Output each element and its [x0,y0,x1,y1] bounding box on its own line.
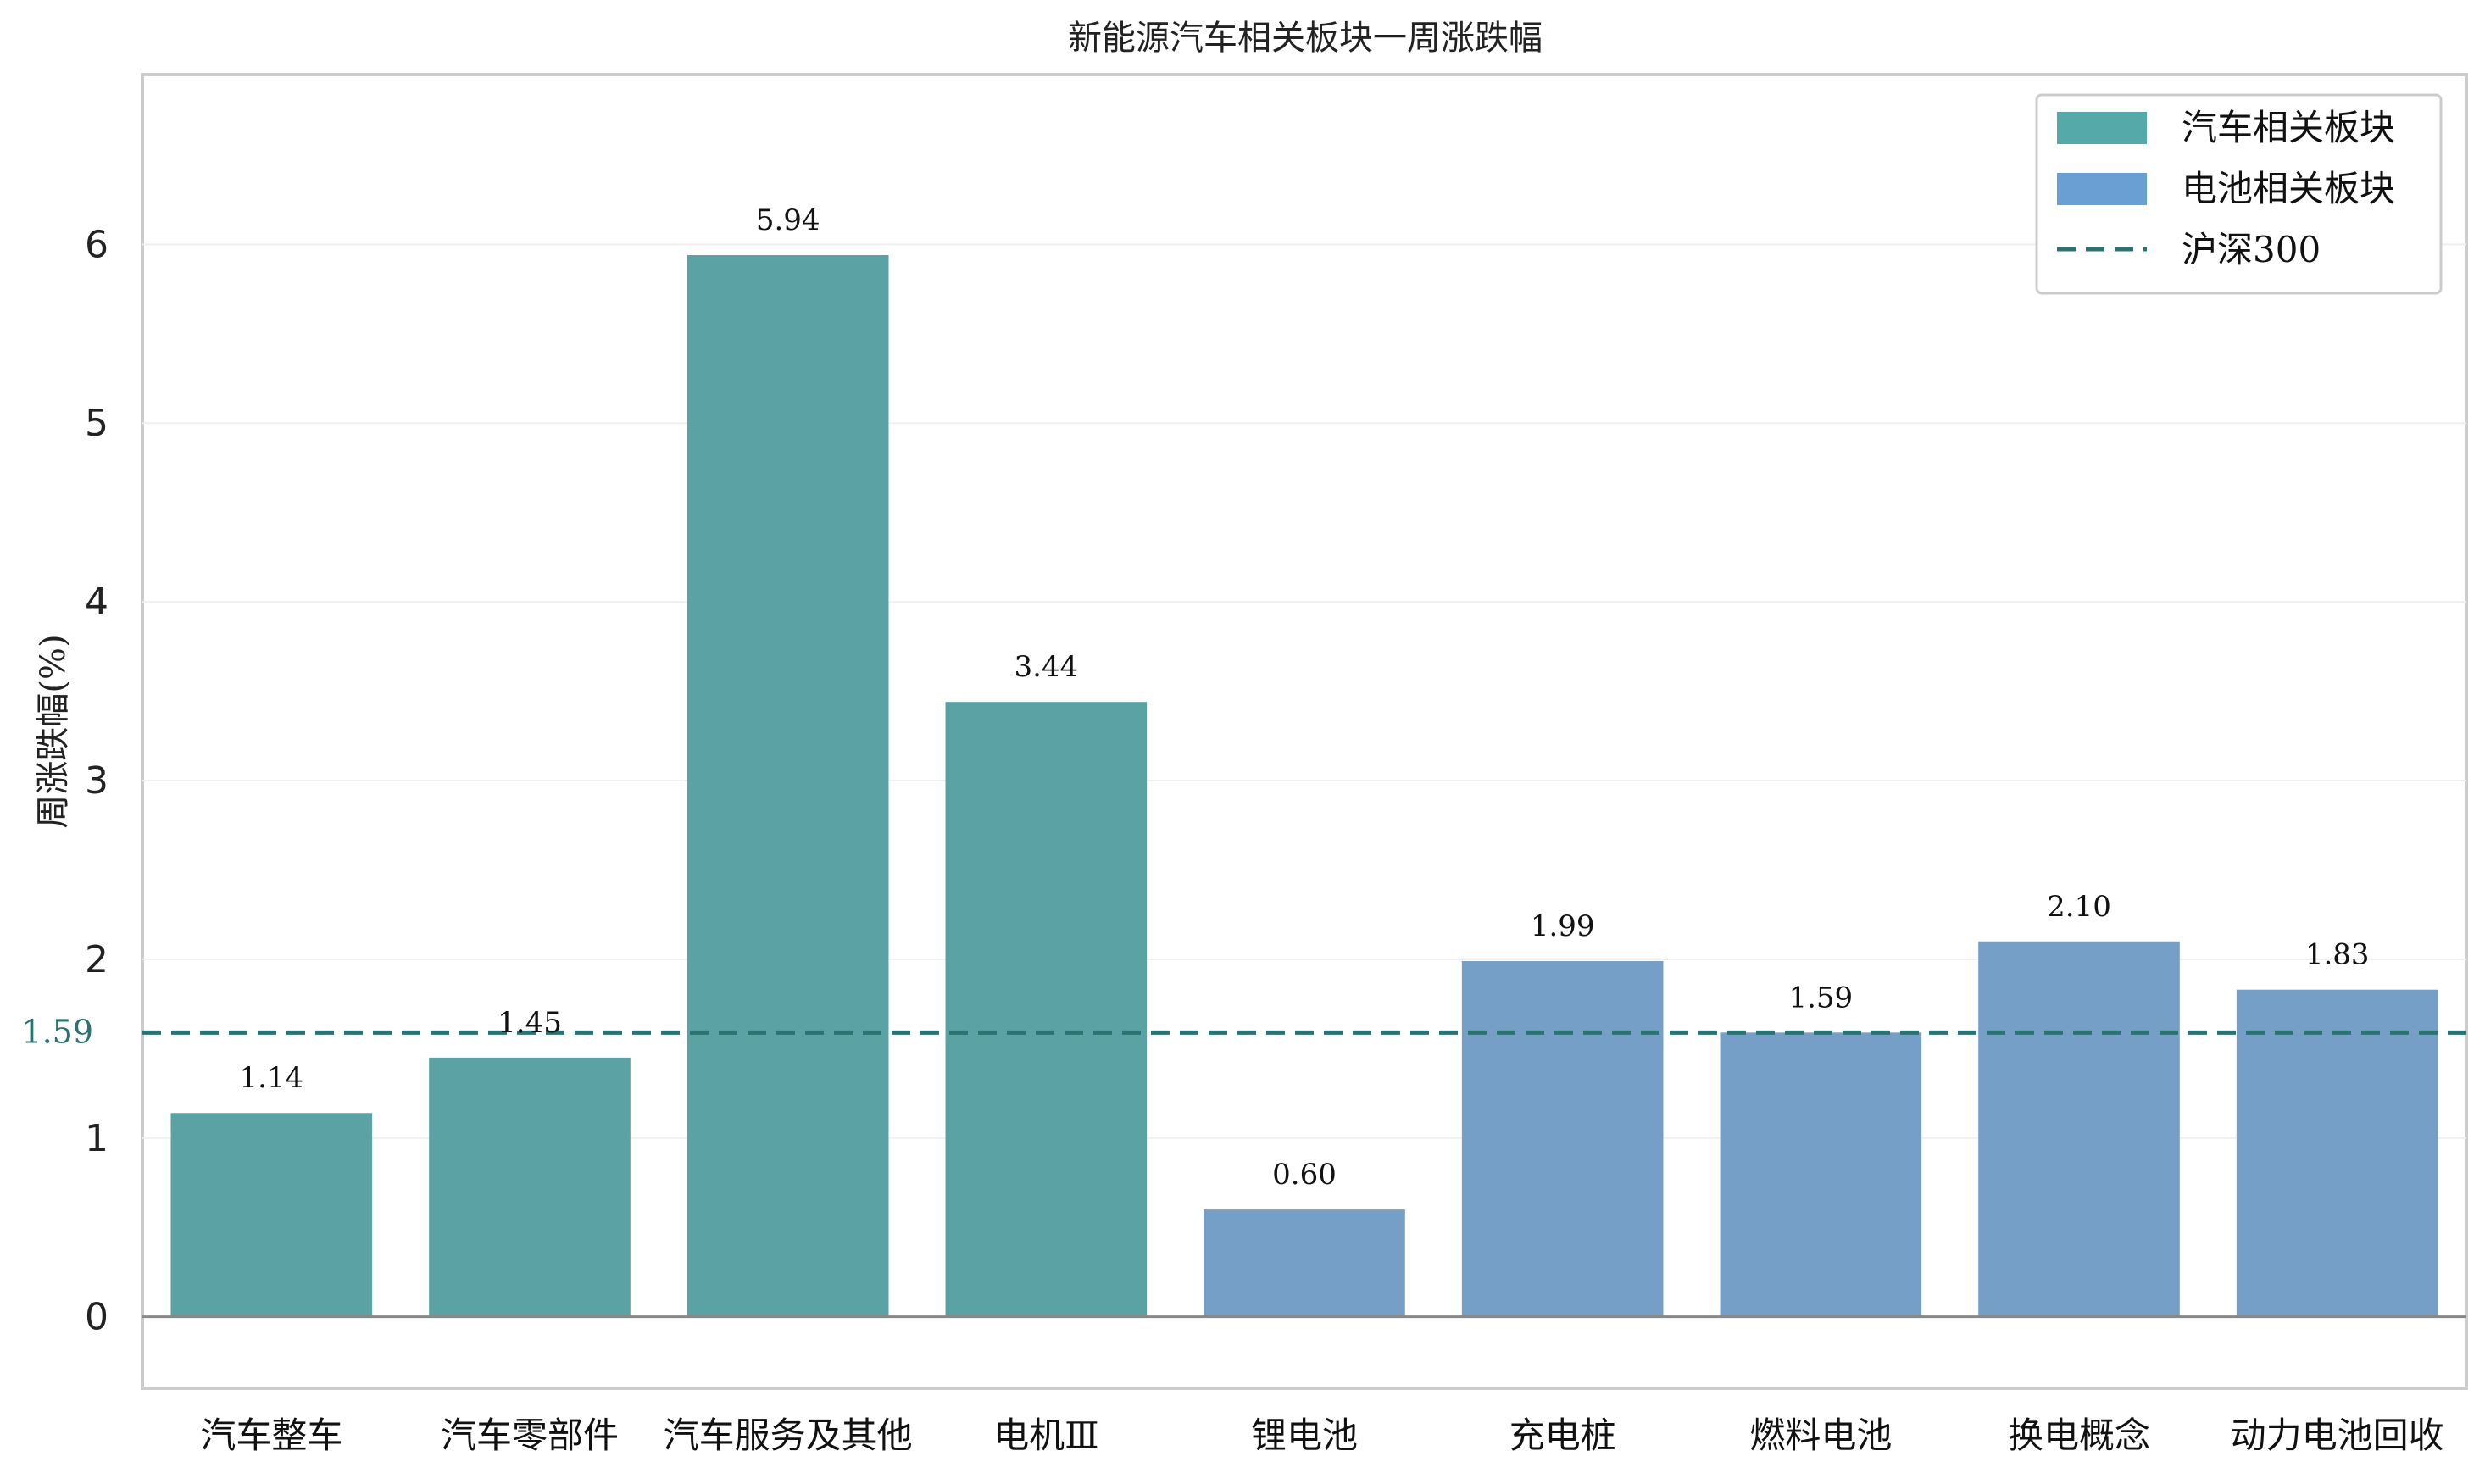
reference-line-group: 1.59 [21,1013,2466,1050]
legend-entry-label: 沪深300 [2182,229,2321,270]
legend-swatch [2057,112,2147,144]
y-tick-label: 5 [85,402,108,445]
y-tick-label: 0 [85,1296,108,1339]
bar-value-label: 0.60 [1272,1158,1337,1192]
bar-value-label: 1.14 [239,1061,303,1095]
bar-value-label: 1.45 [498,1006,562,1040]
legend-swatch [2057,173,2147,205]
y-axis-label: 周涨跌幅(%) [34,634,73,828]
bar-value-label: 1.59 [1788,981,1853,1014]
bar [1461,960,1664,1317]
bar-value-label: 2.10 [2047,890,2111,924]
legend-entry-label: 汽车相关板块 [2182,107,2395,148]
chart-title: 新能源汽车相关板块一周涨跌幅 [1068,19,1543,58]
bar [170,1113,373,1317]
y-tick-label: 1 [85,1117,108,1160]
x-tick-label: 充电桩 [1509,1415,1616,1456]
plot-frame [141,73,2468,1390]
bar-value-label: 1.99 [1531,909,1595,943]
bar [1720,1032,1922,1317]
x-tick-label: 动力电池回收 [2231,1415,2444,1456]
bar-value-label: 3.44 [1014,650,1078,684]
x-tick-label: 电机Ⅲ [993,1415,1099,1456]
x-tick-label: 锂电池 [1251,1415,1358,1456]
y-tick-label: 4 [85,581,108,624]
bar [945,702,1148,1317]
bar [1204,1209,1405,1317]
x-tick-label: 换电概念 [2008,1415,2150,1456]
reference-line-label: 1.59 [21,1013,93,1050]
legend-box [2035,93,2443,295]
y-tick-label: 2 [85,938,108,981]
y-tick-label: 6 [85,223,108,266]
bar [687,254,889,1317]
bar [2236,989,2438,1317]
bar-value-labels: 1.14 1.45 5.94 3.44 0.60 1.99 1.59 2.10 1.83 [239,203,2369,1192]
bar [1978,941,2180,1317]
bar-value-label: 1.83 [2305,938,2370,972]
bar-value-label: 5.94 [756,203,820,237]
y-axis-ticks: 0 1 2 3 4 5 6 [85,223,108,1338]
x-tick-label: 汽车服务及其他 [664,1415,913,1456]
bar [429,1057,631,1317]
x-tick-label: 汽车整车 [200,1415,342,1456]
x-tick-label: 燃料电池 [1749,1415,1892,1456]
y-tick-label: 3 [85,759,108,803]
bars [170,254,2438,1317]
x-tick-label: 汽车零部件 [441,1415,619,1456]
legend-entry-label: 电池相关板块 [2182,168,2395,209]
x-axis-ticks: 汽车整车 汽车零部件 汽车服务及其他 电机Ⅲ 锂电池 充电桩 燃料电池 换电概念 动力电池回收 [200,1415,2443,1456]
